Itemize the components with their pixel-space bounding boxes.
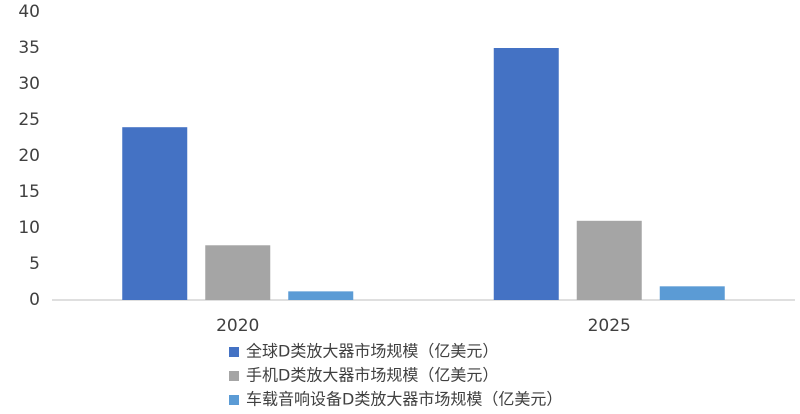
y-tick-label: 15 [18, 182, 40, 202]
bar [205, 245, 271, 300]
legend-swatch [229, 371, 239, 381]
y-tick-label: 40 [18, 2, 40, 22]
y-tick-label: 35 [18, 38, 40, 58]
y-tick-label: 30 [18, 74, 40, 94]
bar [288, 291, 354, 300]
bar [493, 48, 559, 300]
y-tick-label: 25 [18, 110, 40, 130]
legend-label: 手机D类放大器市场规模（亿美元） [246, 366, 498, 385]
y-tick-label: 20 [18, 146, 40, 166]
bar [659, 286, 725, 300]
y-tick-label: 10 [18, 218, 40, 238]
legend-label: 全球D类放大器市场规模（亿美元） [246, 342, 498, 361]
y-tick-label: 5 [29, 254, 40, 274]
bar [122, 127, 188, 300]
x-tick-label: 2020 [216, 316, 259, 336]
bar [576, 220, 642, 300]
y-tick-label: 0 [29, 290, 40, 310]
legend-label: 车载音响设备D类放大器市场规模（亿美元） [246, 390, 562, 409]
x-tick-label: 2025 [588, 316, 631, 336]
legend-swatch [229, 395, 239, 405]
legend-swatch [229, 347, 239, 357]
